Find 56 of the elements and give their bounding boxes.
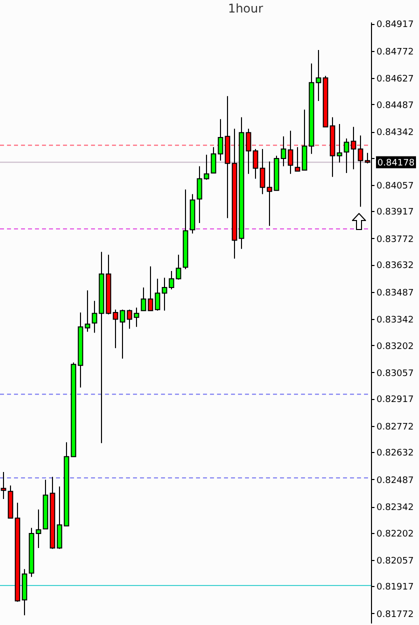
candlestick [92, 300, 98, 334]
y-tick-label: 0.81772 [376, 610, 414, 620]
candlestick [280, 136, 286, 167]
y-tick-label: 0.83487 [376, 288, 414, 298]
y-tick-label: 0.83202 [376, 342, 414, 352]
candlestick [204, 154, 210, 180]
candlestick [344, 138, 350, 174]
candlestick [260, 148, 266, 195]
y-tick-label: 0.83632 [376, 261, 414, 272]
y-tick-label: 0.84487 [376, 100, 414, 111]
y-tick-label: 0.83772 [376, 234, 414, 245]
candlestick [316, 49, 322, 102]
candlestick [302, 109, 308, 171]
y-tick-label: 0.84917 [376, 20, 414, 30]
candlestick [56, 486, 62, 550]
y-tick-label: 0.82772 [376, 422, 414, 432]
candlestick [288, 130, 294, 174]
candlestick [148, 266, 154, 312]
y-tick-label: 0.83917 [376, 208, 414, 218]
candlestick [210, 146, 216, 174]
candlestick [266, 161, 272, 226]
y-tick-label: 0.83342 [376, 316, 414, 326]
y-tick-label: 0.84342 [376, 128, 414, 138]
candlestick [162, 277, 168, 312]
candlestick [218, 118, 224, 162]
y-tick-label: 0.82917 [376, 395, 414, 406]
candlestick [112, 309, 118, 349]
y-tick-label: 0.82057 [376, 556, 414, 566]
candlestick [358, 134, 364, 208]
candlestick [196, 166, 202, 224]
chart-title: 1hour [228, 2, 264, 16]
candlestick [350, 126, 356, 170]
candlestick [140, 287, 146, 312]
y-tick-label: 0.82342 [376, 503, 414, 514]
y-tick-label: 0.81917 [376, 582, 414, 593]
candlestick [120, 309, 126, 360]
candlestick [154, 278, 160, 312]
candlestick [176, 254, 182, 280]
candlestick [336, 124, 342, 163]
candlestick [246, 128, 252, 174]
y-tick-label: 0.83057 [376, 368, 414, 379]
y-tick-label: 0.84772 [376, 47, 414, 58]
y-tick-label: 0.82487 [376, 476, 414, 486]
candlestick [134, 307, 140, 328]
candlestick [294, 146, 300, 172]
candlestick [84, 290, 90, 332]
y-tick-label: 0.84057 [376, 181, 414, 192]
candlestick [36, 509, 42, 548]
y-tick-label: 0.82632 [376, 448, 414, 459]
candlestick [168, 270, 174, 290]
ref-line-label: 0.84178 [377, 158, 415, 168]
candlestick [0, 472, 6, 500]
candlestick [126, 309, 132, 330]
y-tick-label: 0.82202 [376, 529, 414, 540]
y-tick-label: 0.84627 [376, 74, 414, 85]
candlestick [252, 148, 258, 180]
